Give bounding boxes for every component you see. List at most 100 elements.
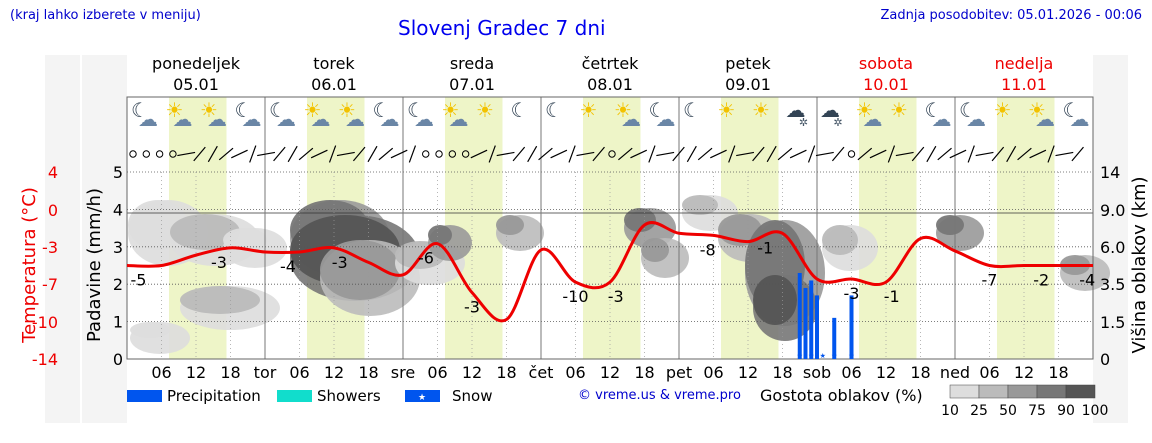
svg-text:☁: ☁: [1070, 107, 1090, 131]
precipitation-tick: 3: [113, 238, 123, 257]
cloud-density-area: [128, 195, 1110, 354]
svg-text:☁: ☁: [1035, 107, 1055, 131]
cloud-blob: [320, 240, 400, 300]
precipitation-tick: 5: [113, 163, 123, 182]
x-tick: 12: [600, 363, 620, 382]
wind-barb-icon: [766, 145, 777, 163]
wind-calm-icon: [448, 150, 457, 158]
wind-barb-icon: [777, 147, 793, 161]
cloud-height-tick: 3.5: [1100, 275, 1125, 294]
day-name: nedelja: [995, 54, 1054, 73]
svg-text:☁: ☁: [863, 107, 883, 131]
svg-text:☁: ☁: [414, 107, 434, 131]
precipitation-bar: [832, 317, 837, 359]
temperature-axis-panel: [45, 55, 80, 423]
sun-icon: ☀: [476, 98, 494, 122]
wind-barb-icon: [287, 145, 298, 163]
svg-text:☀: ☀: [890, 98, 908, 122]
precipitation-bars: ★ ★ ★ ★ ★: [797, 272, 855, 360]
snow-icon: ★: [831, 352, 837, 360]
cloud-density-swatch: [1036, 384, 1067, 399]
wind-barb-icon: [470, 149, 488, 159]
sun-cloud-icon: ☀☁: [338, 98, 365, 131]
temperature-label: -3: [608, 287, 624, 306]
moon-cloud-icon: ☾☁: [235, 98, 262, 131]
svg-text:☀: ☀: [1028, 98, 1046, 122]
svg-text:☀: ☀: [338, 98, 356, 122]
wind-barb-icon: [937, 147, 952, 161]
legend-swatch: [405, 390, 440, 402]
wind-barb-icon: [618, 147, 633, 161]
sun-icon: ☀: [890, 98, 908, 122]
cloud-blob: [624, 208, 656, 232]
cloud-blob: [641, 238, 669, 262]
day-name: četrtek: [582, 54, 640, 73]
svg-text:☀: ☀: [476, 98, 494, 122]
wind-barb-icon: [736, 151, 755, 157]
x-tick: 12: [186, 363, 206, 382]
svg-text:☁: ☁: [621, 107, 641, 131]
x-tick: 18: [772, 363, 792, 382]
copyright[interactable]: © vreme.us & vreme.pro: [578, 388, 741, 403]
temperature-label: -5: [131, 271, 147, 290]
svg-text:☁: ☁: [932, 107, 952, 131]
svg-text:☾: ☾: [925, 98, 943, 122]
temperature-tick: -14: [32, 350, 58, 369]
page-title: Slovenj Gradec 7 dni: [398, 16, 606, 40]
temperature-tick: -10: [32, 313, 58, 332]
temperature-label: -3: [464, 298, 480, 317]
x-tick: 06: [703, 363, 723, 382]
wind-barb-icon: [895, 151, 914, 157]
precipitation-tick: 4: [113, 200, 123, 219]
wind-barb-icon: [408, 145, 417, 163]
svg-text:☁: ☁: [786, 98, 806, 122]
moon-cloud-icon: ☾☁: [925, 98, 952, 131]
wind-barb-icon: [869, 149, 887, 159]
day-date: 07.01: [449, 75, 495, 94]
wind-barb-icon: [550, 149, 568, 159]
sun-cloud-icon: ☀☁: [166, 98, 193, 131]
x-tick: tor: [254, 363, 277, 382]
cloud-density-swatch: [1007, 384, 1038, 399]
day-date: 10.01: [863, 75, 909, 94]
temperature-label: -4: [280, 257, 296, 276]
wind-barb-icon: [496, 151, 515, 157]
svg-text:☁: ☁: [207, 107, 227, 131]
moon-cloud-icon: ☾☁: [373, 98, 400, 131]
wind-calm-icon: [435, 150, 443, 158]
sun-cloud-icon: ☀☁: [304, 98, 331, 131]
wind-barb-icon: [352, 146, 366, 162]
weather-icons: ☾☁ ☀☁ ☀☁ ☾☁ ☾☁ ☀☁ ☀☁ ☾☁ ☾☁ ☀☁ ☀ ☾ ☾ ☀ ☀☁ ☾☁ ☾ ☀ ☀ ☁✲☁✲☀☁ ☀ ☾☁…: [131, 98, 1089, 131]
moon-icon: ☾: [683, 98, 701, 122]
temperature-tick: -7: [42, 275, 58, 294]
day-name: sreda: [450, 54, 494, 73]
svg-text:☀: ☀: [718, 98, 736, 122]
svg-text:☁: ☁: [173, 107, 193, 131]
wind-barb-icon: [378, 147, 394, 161]
wind-calm-icon: [608, 150, 616, 158]
wind-barb-icon: [975, 151, 994, 157]
cloud-density-level: 50: [999, 403, 1017, 419]
x-tick: 18: [910, 363, 930, 382]
precipitation-tick: 1: [113, 313, 123, 332]
cloud-blob: [496, 215, 524, 235]
wind-barb-icon: [218, 147, 234, 161]
wind-barbs: [129, 145, 1084, 163]
temperature-label: -1: [884, 287, 900, 306]
wind-barb-icon: [257, 151, 276, 157]
temperature-label: -3: [844, 284, 860, 303]
x-tick: ned: [940, 363, 970, 382]
temperature-label: -3: [332, 253, 348, 272]
wind-barb-icon: [857, 147, 873, 161]
cloud-height-axis-title: Višina oblakov (km): [1129, 176, 1150, 353]
x-tick: 06: [151, 363, 171, 382]
precipitation-bar: [815, 295, 819, 359]
wind-barb-icon: [991, 146, 1005, 162]
legend-label: Showers: [317, 387, 381, 405]
wind-calm-icon: [155, 150, 164, 158]
sun-icon: ☀: [994, 98, 1012, 122]
location-hint[interactable]: (kraj lahko izberete v meniju): [10, 8, 201, 23]
wind-barb-icon: [911, 146, 925, 162]
x-tick: 18: [220, 363, 240, 382]
moon-cloud-icon: ☾☁: [131, 98, 158, 131]
